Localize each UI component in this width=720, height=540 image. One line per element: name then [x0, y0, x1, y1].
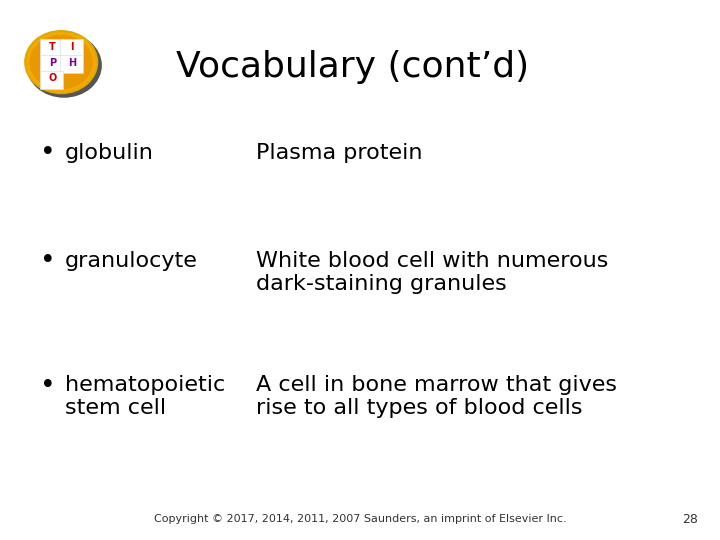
Text: •: • — [40, 373, 55, 399]
Text: Plasma protein: Plasma protein — [256, 143, 422, 163]
Ellipse shape — [25, 31, 97, 93]
Text: •: • — [40, 140, 55, 166]
Text: Vocabulary (cont’d): Vocabulary (cont’d) — [176, 51, 529, 84]
Text: P: P — [49, 58, 56, 68]
Text: O: O — [48, 73, 57, 83]
Text: A cell in bone marrow that gives
rise to all types of blood cells: A cell in bone marrow that gives rise to… — [256, 375, 616, 418]
Ellipse shape — [30, 35, 93, 90]
Text: granulocyte: granulocyte — [65, 251, 198, 271]
FancyBboxPatch shape — [40, 39, 63, 57]
Text: White blood cell with numerous
dark-staining granules: White blood cell with numerous dark-stai… — [256, 251, 608, 294]
Ellipse shape — [27, 33, 102, 98]
Text: I: I — [71, 42, 73, 52]
Text: 28: 28 — [683, 513, 698, 526]
FancyBboxPatch shape — [60, 55, 83, 73]
Text: T: T — [49, 42, 56, 52]
Text: H: H — [68, 58, 76, 68]
Text: globulin: globulin — [65, 143, 153, 163]
FancyBboxPatch shape — [60, 39, 83, 57]
FancyBboxPatch shape — [40, 55, 63, 73]
Text: hematopoietic
stem cell: hematopoietic stem cell — [65, 375, 225, 418]
Text: Copyright © 2017, 2014, 2011, 2007 Saunders, an imprint of Elsevier Inc.: Copyright © 2017, 2014, 2011, 2007 Saund… — [153, 515, 567, 524]
Text: •: • — [40, 248, 55, 274]
FancyBboxPatch shape — [40, 71, 63, 89]
